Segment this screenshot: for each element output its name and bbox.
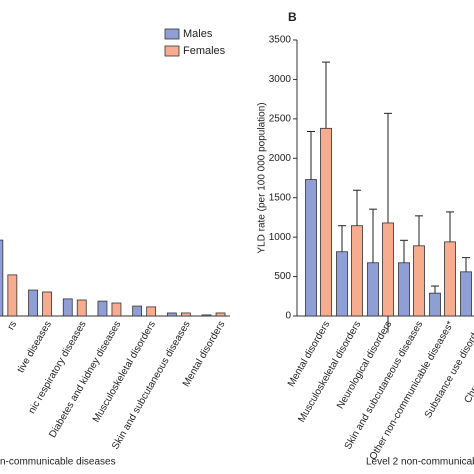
bar: [97, 300, 108, 317]
bar: [42, 291, 52, 317]
bar: [351, 225, 363, 317]
bar: [429, 292, 441, 317]
x-tick-label: Diabetes and kidney diseases: [47, 319, 123, 440]
bar: [76, 299, 87, 317]
legend-swatch: [164, 28, 180, 40]
y-tick-label: 3000: [269, 74, 292, 85]
bar: [320, 127, 332, 317]
y-axis-title: YLD rate (per 100 000 population): [257, 102, 268, 253]
y-tick-label: 1500: [269, 192, 292, 203]
bar: [367, 262, 379, 317]
x-tick-label: Musculoskeletal disorders: [296, 319, 363, 424]
x-tick-label: Neurological disorders: [335, 319, 394, 411]
bar: [0, 239, 4, 317]
bar: [166, 312, 177, 317]
y-tick-label: 1000: [269, 232, 292, 243]
x-axis-title: Level 2 non-communicable diseases: [366, 457, 474, 468]
x-tick-label: Musculoskeletal disorders: [91, 319, 158, 424]
bar: [7, 274, 18, 317]
legend-swatch: [164, 45, 180, 57]
bar: [201, 314, 212, 317]
bar: [444, 241, 456, 317]
panel-label: B: [288, 10, 297, 24]
bar: [336, 251, 348, 317]
y-tick-label: 3500: [269, 35, 292, 46]
bar: [305, 179, 317, 317]
bar: [382, 222, 394, 317]
y-tick-label: 500: [274, 271, 291, 282]
x-tick-label: tive diseases: [16, 319, 54, 375]
bar: [132, 305, 143, 317]
bar: [460, 271, 472, 317]
bar: [111, 302, 122, 317]
bar: [215, 312, 226, 317]
legend-label: Females: [183, 45, 226, 57]
y-tick-label: 2500: [269, 113, 292, 124]
bar: [398, 262, 410, 317]
x-tick-label: rs: [6, 319, 20, 332]
bar: [62, 298, 73, 317]
bar: [146, 306, 157, 317]
bar: [28, 289, 38, 317]
x-axis-title: n-communicable diseases: [0, 457, 116, 468]
bar: [413, 245, 425, 317]
y-tick-label: 0: [285, 311, 291, 322]
y-tick-label: 2000: [269, 153, 292, 164]
legend-label: Males: [183, 28, 213, 40]
bar: [180, 312, 191, 317]
